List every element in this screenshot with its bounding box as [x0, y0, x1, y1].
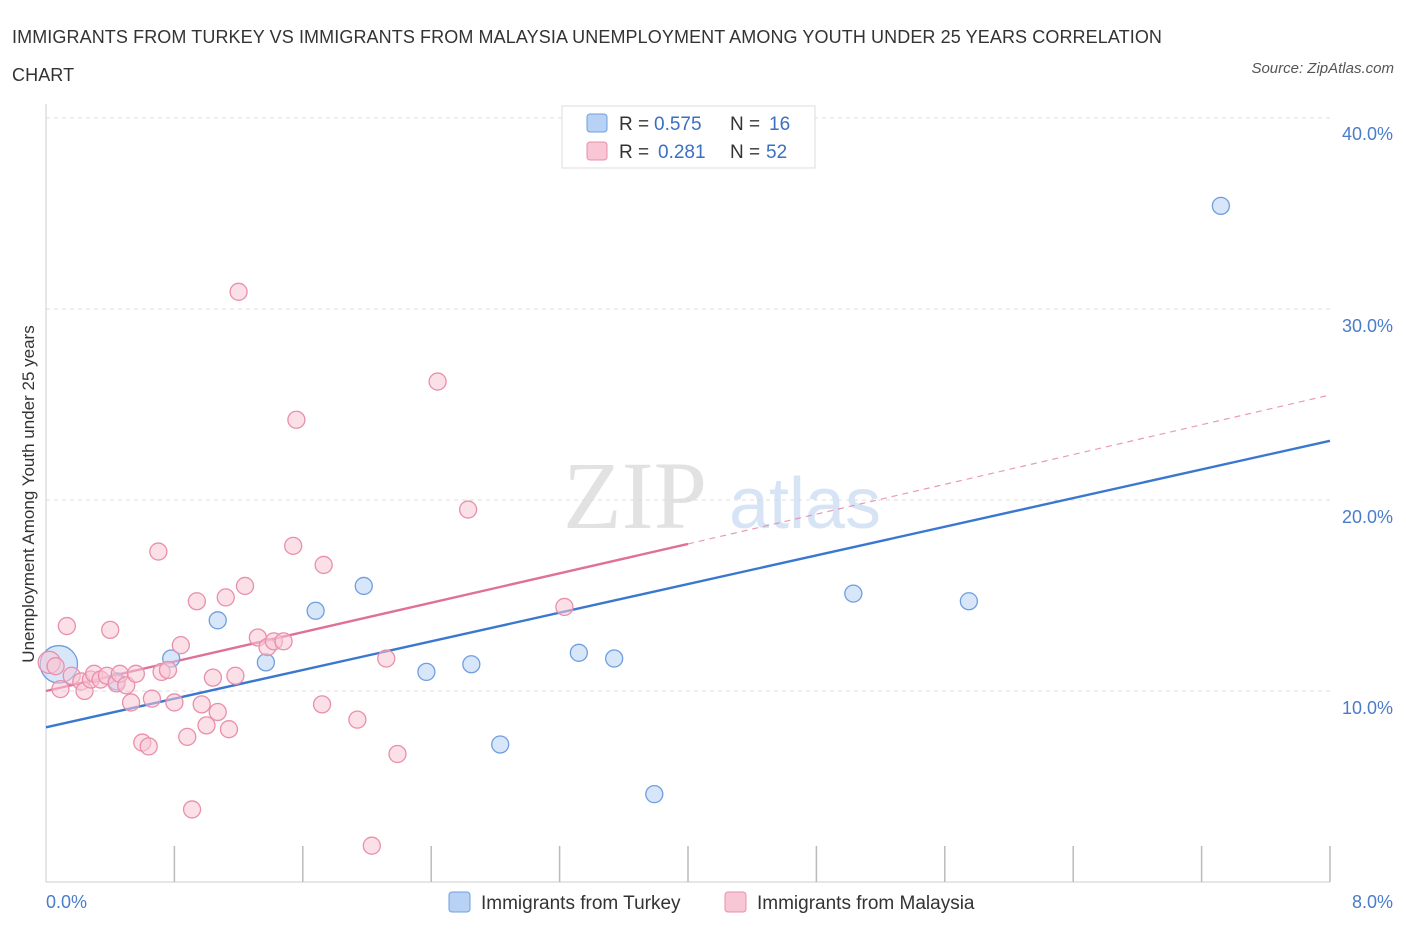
x-tick-label-min: 0.0%: [46, 892, 87, 912]
point-turkey-7: [417, 662, 436, 682]
point-malaysia-2: [51, 679, 70, 699]
point-malaysia-15: [121, 693, 141, 712]
point-turkey-3: [208, 611, 227, 630]
trendline-malaysia: [45, 542, 689, 693]
y-tick-label-10: 10.0%: [1342, 698, 1393, 718]
point-turkey-12: [645, 784, 664, 804]
point-turkey-13: [844, 584, 863, 603]
point-turkey-4: [256, 653, 276, 672]
grid-layer: [46, 117, 1330, 692]
point-malaysia-45: [348, 710, 367, 729]
point-malaysia-50: [458, 500, 478, 519]
point-malaysia-44: [314, 555, 333, 575]
point-malaysia-1: [46, 657, 65, 676]
series-legend-swatch-malaysia: [724, 891, 747, 913]
point-malaysia-31: [208, 702, 227, 722]
point-malaysia-29: [197, 716, 216, 735]
legend-r-value-malaysia: 0.281: [658, 142, 706, 163]
point-turkey-5: [306, 601, 325, 620]
trendline-turkey: [45, 439, 1331, 729]
trend-layer: [45, 394, 1331, 729]
point-turkey-6: [354, 576, 373, 596]
chart-source: Source: ZipAtlas.com: [1251, 60, 1394, 77]
point-malaysia-26: [182, 800, 202, 819]
point-malaysia-18: [139, 737, 158, 756]
point-turkey-8: [462, 655, 481, 674]
series-legend: Immigrants from Turkey Immigrants from M…: [448, 891, 975, 914]
point-turkey-9: [491, 735, 510, 754]
point-malaysia-34: [226, 666, 245, 685]
x-tick-label-max: 8.0%: [1352, 892, 1393, 912]
point-turkey-11: [605, 649, 624, 668]
watermark-zip: ZIP: [563, 442, 707, 549]
legend-r-label-turkey: R =: [619, 114, 649, 135]
point-malaysia-43: [312, 695, 332, 714]
series-legend-label-turkey: Immigrants from Turkey: [481, 893, 681, 914]
series-legend-label-malaysia: Immigrants from Malaysia: [757, 893, 975, 914]
legend-r-label-malaysia: R =: [619, 142, 649, 163]
point-malaysia-49: [428, 372, 447, 391]
point-turkey-14: [959, 592, 979, 611]
point-malaysia-51: [555, 597, 574, 617]
legend-n-value-turkey: 16: [769, 114, 790, 135]
point-malaysia-35: [229, 282, 248, 301]
point-malaysia-24: [171, 636, 190, 655]
point-malaysia-47: [377, 649, 396, 668]
point-malaysia-42: [287, 410, 306, 429]
point-malaysia-48: [388, 744, 407, 764]
point-malaysia-25: [178, 727, 197, 746]
point-malaysia-19: [142, 689, 162, 708]
point-malaysia-30: [203, 668, 223, 687]
y-tick-label-30: 30.0%: [1342, 316, 1393, 336]
chart-title: IMMIGRANTS FROM TURKEY VS IMMIGRANTS FRO…: [12, 27, 1163, 85]
point-malaysia-3: [57, 616, 77, 636]
legend-swatch-turkey: [586, 113, 608, 133]
point-malaysia-16: [126, 664, 146, 683]
point-malaysia-11: [101, 620, 120, 640]
axis-layer: [45, 104, 1331, 883]
y-tick-label-20: 20.0%: [1342, 507, 1393, 527]
legend-n-label-turkey: N =: [730, 114, 760, 135]
point-malaysia-28: [192, 695, 211, 714]
points-layer: [37, 196, 1231, 855]
point-malaysia-20: [149, 542, 168, 561]
point-malaysia-27: [187, 592, 207, 611]
y-tick-label-40: 40.0%: [1342, 124, 1393, 144]
point-malaysia-40: [274, 632, 293, 651]
legend-n-label-malaysia: N =: [730, 142, 760, 163]
stats-legend: R = 0.575 N = 16 R = 0.281 N = 52: [561, 105, 816, 169]
y-axis-label: Unemployment Among Youth under 25 years: [19, 325, 38, 662]
point-turkey-15: [1211, 196, 1231, 216]
watermark-atlas: atlas: [729, 464, 881, 544]
point-malaysia-41: [284, 536, 303, 555]
point-malaysia-22: [158, 660, 178, 680]
series-legend-swatch-turkey: [448, 891, 471, 913]
point-turkey-10: [569, 643, 589, 662]
point-malaysia-33: [219, 720, 239, 739]
point-malaysia-36: [235, 576, 255, 596]
point-malaysia-23: [165, 693, 184, 712]
legend-n-value-malaysia: 52: [766, 142, 787, 163]
point-malaysia-32: [216, 588, 235, 607]
legend-r-value-turkey: 0.575: [654, 114, 702, 135]
legend-swatch-malaysia: [586, 141, 608, 161]
point-malaysia-46: [362, 836, 381, 855]
